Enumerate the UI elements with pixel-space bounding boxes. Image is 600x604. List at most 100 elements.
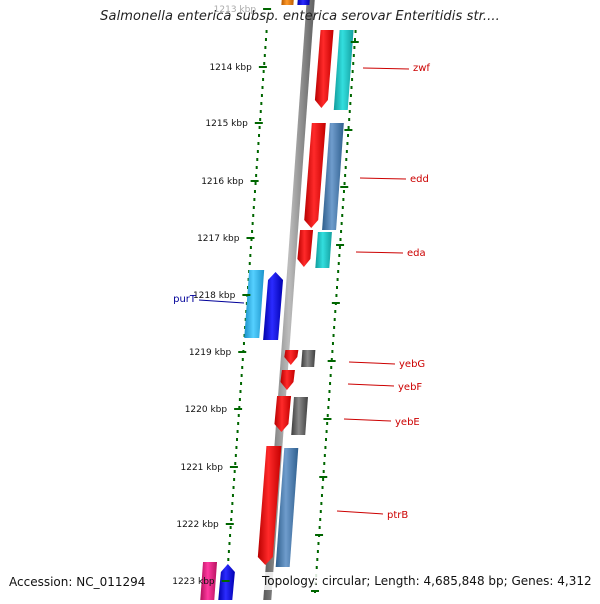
ruler-tick: [238, 351, 247, 353]
ruler-tick: [229, 466, 238, 468]
gene-label-connector: [336, 510, 384, 515]
gene-yebF[interactable]: [280, 370, 295, 390]
track-dot: [255, 174, 258, 177]
track-dot: [233, 470, 236, 473]
gene-label-connector: [348, 361, 396, 365]
ruler-label: 1213 kbp: [214, 5, 257, 15]
gene-label-edd[interactable]: edd: [410, 174, 429, 185]
ruler-tick: [254, 122, 263, 124]
gene-eda[interactable]: [297, 230, 314, 267]
gene-edd[interactable]: [304, 123, 326, 228]
track-dot: [315, 566, 318, 569]
track-dot: [344, 174, 347, 177]
track-dot: [337, 270, 340, 273]
gene-yebG-partner[interactable]: [301, 350, 316, 367]
track-dot: [317, 542, 320, 545]
track-dot: [329, 382, 332, 385]
track-dot: [332, 334, 335, 337]
track-tick: [323, 418, 332, 420]
ruler-tick: [263, 8, 272, 10]
ruler-label: 1215 kbp: [205, 119, 248, 129]
track-dot: [228, 542, 231, 545]
track-dot: [325, 438, 328, 441]
gene-edd-partner[interactable]: [322, 123, 344, 230]
track-dot: [229, 526, 232, 529]
track-dot: [340, 222, 343, 225]
gene-top-a[interactable]: [281, 0, 294, 5]
ruler-label: 1221 kbp: [181, 463, 224, 473]
gene-purT[interactable]: [263, 272, 284, 340]
track-dot: [343, 182, 346, 185]
track-dot: [352, 62, 355, 65]
track-tick: [315, 534, 324, 536]
track-dot: [331, 350, 334, 353]
track-dot: [323, 454, 326, 457]
track-dot: [348, 110, 351, 113]
gene-label-eda[interactable]: eda: [407, 248, 426, 259]
track-dot: [342, 198, 345, 201]
track-dot: [335, 294, 338, 297]
ruler-label: 1223 kbp: [172, 577, 215, 587]
track-dot: [326, 422, 329, 425]
track-dot: [263, 62, 266, 65]
genome-stats-label: Topology: circular; Length: 4,685,848 bp…: [258, 572, 596, 590]
track-dot: [342, 190, 345, 193]
track-dot: [260, 94, 263, 97]
gene-ptrB-partner[interactable]: [275, 448, 299, 567]
ruler-tick: [225, 523, 234, 525]
track-dot: [252, 214, 255, 217]
track-dot: [232, 486, 235, 489]
track-dot: [261, 86, 264, 89]
track-tick: [319, 476, 328, 478]
ruler-tick: [234, 408, 243, 410]
gene-yebG[interactable]: [284, 350, 299, 365]
track-dot: [252, 206, 255, 209]
track-dot: [241, 358, 244, 361]
gene-top-b[interactable]: [297, 0, 310, 5]
track-dot: [238, 398, 241, 401]
gene-yebE-partner[interactable]: [291, 397, 308, 435]
gene-label-connector: [362, 67, 410, 70]
gene-purT-a[interactable]: [244, 270, 265, 338]
track-dot: [348, 118, 351, 121]
track-dot: [353, 38, 356, 41]
track-dot: [234, 454, 237, 457]
track-dot: [264, 46, 267, 49]
gene-bottom-a[interactable]: [200, 562, 218, 600]
track-dot: [255, 166, 258, 169]
gene-zwf-partner[interactable]: [333, 30, 354, 110]
track-dot: [327, 406, 330, 409]
gene-label-yebE[interactable]: yebE: [395, 417, 420, 428]
right-track-outline: [314, 30, 357, 593]
ruler-label: 1220 kbp: [185, 405, 228, 415]
track-tick: [331, 302, 340, 304]
track-dot: [322, 470, 325, 473]
track-dot: [316, 558, 319, 561]
track-dot: [234, 462, 237, 465]
gene-zwf[interactable]: [314, 30, 334, 108]
track-tick: [327, 360, 336, 362]
track-dot: [260, 102, 263, 105]
gene-label-purT[interactable]: purT: [173, 294, 197, 305]
track-dot: [336, 278, 339, 281]
gene-label-connector: [355, 251, 404, 254]
gene-label-yebG[interactable]: yebG: [399, 359, 425, 370]
track-dot: [248, 262, 251, 265]
track-dot: [236, 438, 239, 441]
track-dot: [351, 70, 354, 73]
gene-label-zwf[interactable]: zwf: [413, 63, 430, 74]
track-dot: [338, 246, 341, 249]
gene-label-ptrB[interactable]: ptrB: [387, 510, 408, 521]
gene-label-yebF[interactable]: yebF: [398, 382, 422, 393]
track-dot: [320, 502, 323, 505]
gene-ptrB[interactable]: [257, 446, 282, 565]
gene-eda-partner[interactable]: [315, 232, 332, 268]
gene-label-connector: [198, 299, 245, 304]
gene-yebE[interactable]: [274, 396, 292, 432]
ruler-tick: [258, 66, 267, 68]
track-dot: [333, 318, 336, 321]
track-dot: [331, 342, 334, 345]
track-dot: [256, 150, 259, 153]
track-dot: [319, 510, 322, 513]
